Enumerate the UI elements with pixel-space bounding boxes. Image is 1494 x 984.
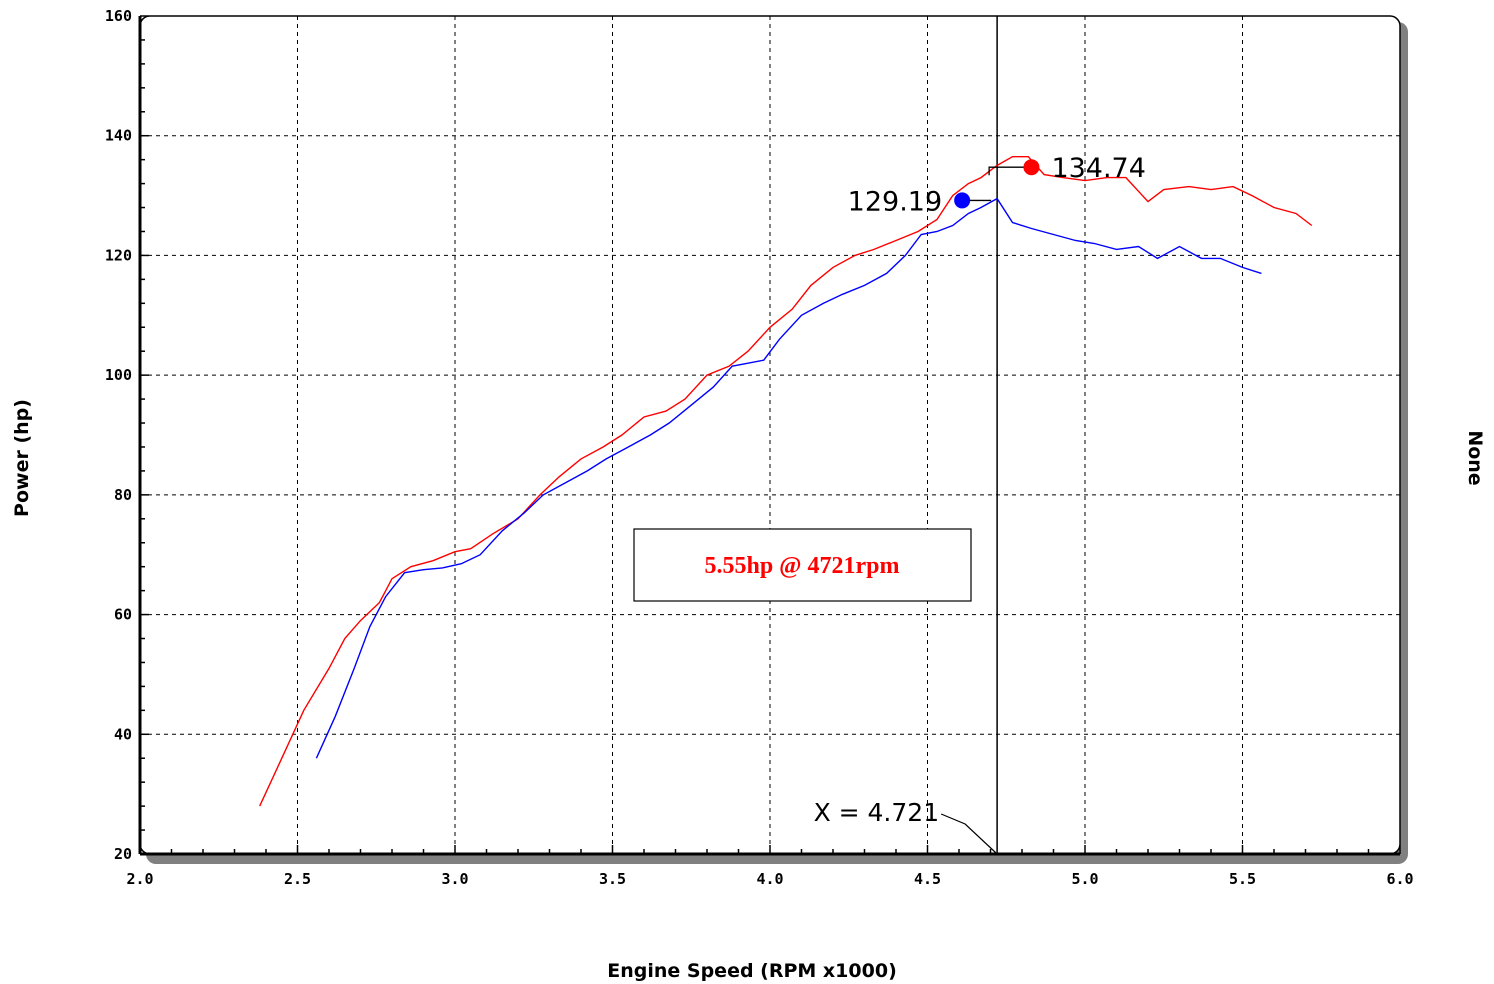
x-tick-label: 2.0: [126, 870, 153, 888]
x-tick-label: 3.0: [441, 870, 468, 888]
grid: [140, 16, 1400, 854]
peak-marker[interactable]: [954, 192, 971, 209]
peak-markers: 134.74 129.19: [848, 153, 1146, 217]
x-tick-label: 4.0: [756, 870, 783, 888]
y-axis-title: Power (hp): [11, 399, 33, 517]
x-tick-label: 6.0: [1386, 870, 1413, 888]
y-tick-label: 40: [114, 725, 132, 743]
x-tick-label: 3.5: [599, 870, 626, 888]
annotation-text: 5.55hp @ 4721rpm: [704, 553, 899, 579]
y-tick-label: 120: [105, 246, 132, 264]
peak-label: 134.74: [1051, 153, 1145, 184]
cursor-label: X = 4.721: [814, 798, 940, 827]
y-tick-label: 60: [114, 606, 132, 624]
peak-marker[interactable]: [1023, 159, 1040, 176]
tick-marks: [138, 15, 1401, 856]
series-layer: [259, 155, 1313, 807]
y-tick-label: 80: [114, 486, 132, 504]
peak-connector: [988, 166, 1032, 176]
x-tick-label: 5.5: [1229, 870, 1256, 888]
x-tick-labels: 2.0 2.5 3.0 3.5 4.0 4.5 5.0 5.5 6.0: [126, 870, 1413, 888]
y-tick-label: 20: [114, 845, 132, 863]
secondary-y-axis-title: None: [1464, 430, 1486, 485]
x-axis-title: Engine Speed (RPM x1000): [607, 960, 897, 982]
x-tick-label: 5.0: [1071, 870, 1098, 888]
annotation-box: [633, 528, 972, 602]
y-tick-label: 140: [105, 127, 132, 145]
cursor-leader: [940, 813, 998, 855]
series-line-1: [259, 155, 1313, 807]
x-tick-label: 4.5: [914, 870, 941, 888]
peak-label: 129.19: [848, 186, 942, 217]
y-tick-labels: 20 40 60 80 100 120 140 160: [105, 7, 132, 863]
y-tick-label: 100: [105, 366, 132, 384]
y-tick-label: 160: [105, 7, 132, 25]
series-line-2: [315, 197, 1262, 759]
x-tick-label: 2.5: [284, 870, 311, 888]
